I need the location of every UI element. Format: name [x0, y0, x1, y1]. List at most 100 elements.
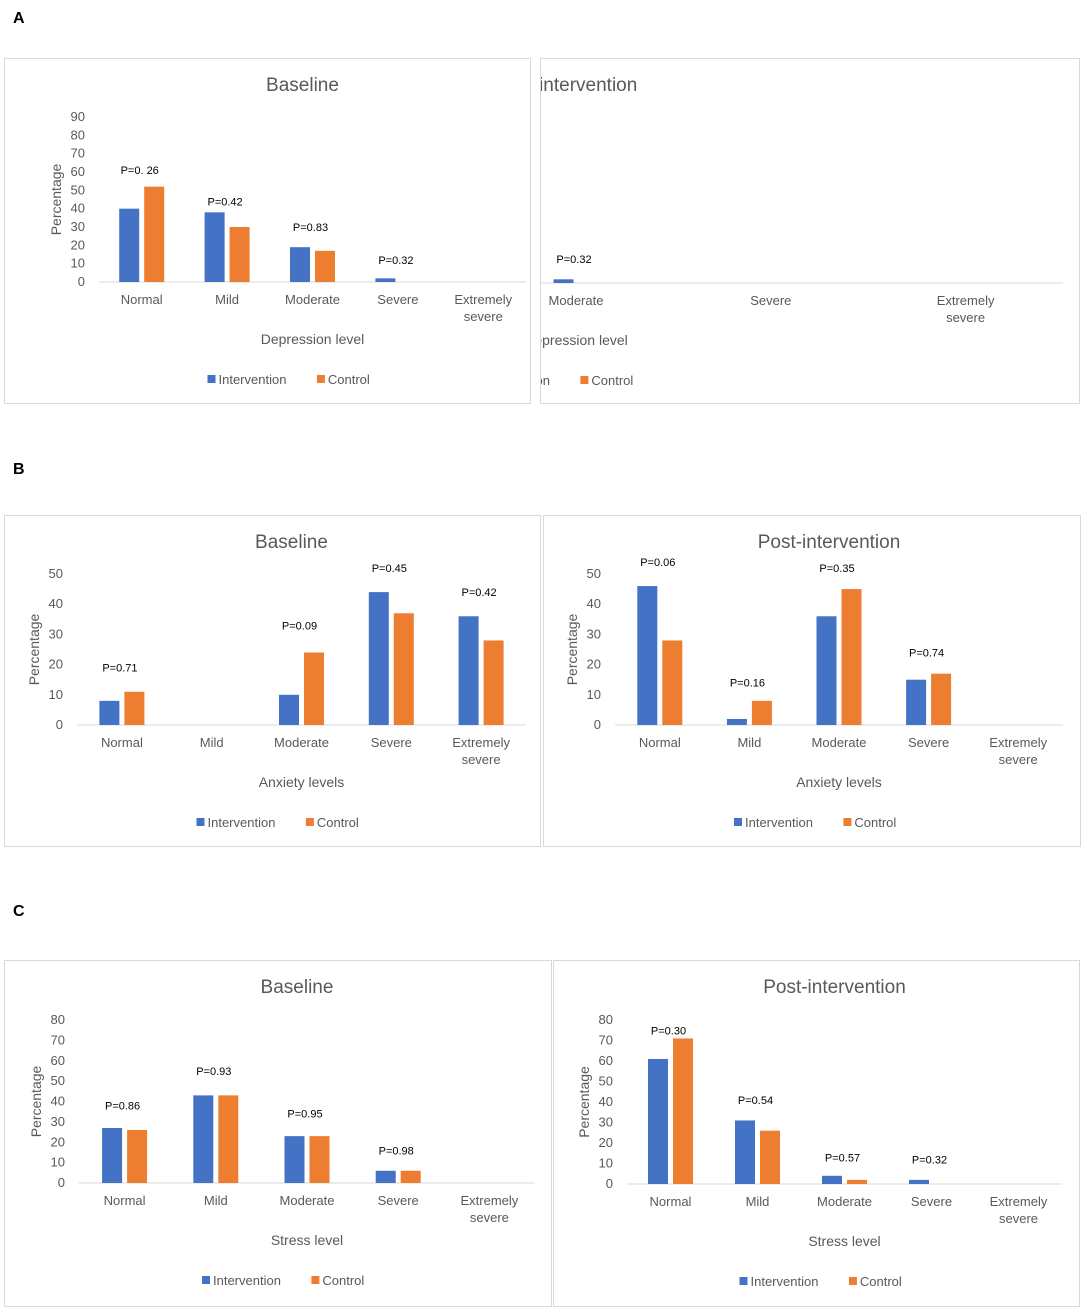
- y-tick-label: 20: [51, 1134, 65, 1149]
- x-tick-label: Moderate: [812, 735, 867, 750]
- y-tick-label: 50: [71, 182, 85, 197]
- chart-panel: Post-intervention0102030405060708090Perc…: [540, 58, 1080, 404]
- x-tick-label: Severe: [911, 1194, 952, 1209]
- legend-swatch-intervention: [734, 818, 742, 826]
- y-tick-label: 30: [71, 219, 85, 234]
- legend-label-intervention: Intervention: [541, 373, 550, 388]
- chart-panel: Baseline 0 10 20 30 40 50 60 70 80 Percentage Norma…: [4, 960, 552, 1307]
- y-tick-label: 20: [599, 1135, 613, 1150]
- y-tick-label: 0: [594, 717, 601, 732]
- p-value-label: P=0.86: [105, 1101, 140, 1113]
- bar-control: [144, 186, 165, 282]
- chart-title: Post-intervention: [763, 977, 906, 998]
- y-axis-title: Percentage: [48, 163, 64, 235]
- bar-control: [229, 227, 250, 282]
- bar-control: [309, 1136, 330, 1183]
- bar-control: [673, 1038, 693, 1184]
- legend: Intervention Control: [739, 1274, 902, 1289]
- chart-svg: Post-intervention 0 10 20 30 40 50 60 70 80 Percen…: [576, 977, 1062, 1289]
- bar-intervention: [290, 247, 310, 282]
- y-tick-label: 10: [49, 687, 63, 702]
- bar-control: [315, 250, 335, 282]
- y-tick-label: 50: [51, 1073, 65, 1088]
- legend-label-control: Control: [860, 1274, 902, 1289]
- y-tick-label: 70: [51, 1032, 65, 1047]
- bar-control: [304, 652, 324, 725]
- legend-swatch-control: [305, 818, 314, 826]
- y-tick-label: 60: [71, 164, 85, 179]
- x-axis-title: Anxiety levels: [259, 774, 345, 790]
- chart-panel: Baseline 0 10 20 30 40 50 60 70 80 90 Percentage Nor…: [4, 58, 531, 404]
- chart-svg: Baseline 0 10 20 30 40 50 Percentage Normal P=0.7…: [26, 532, 526, 830]
- y-tick-label: 0: [56, 717, 63, 732]
- legend-label-intervention: Intervention: [208, 815, 276, 830]
- bar-intervention: [284, 1136, 305, 1183]
- chart-title: Baseline: [255, 532, 328, 553]
- chart-panel: Baseline 0 10 20 30 40 50 Percentage Normal P=0.7…: [4, 515, 541, 847]
- y-tick-label: 40: [587, 596, 601, 611]
- x-tick-label: Extremely: [989, 735, 1047, 750]
- y-tick-label: 20: [71, 237, 85, 252]
- p-value-label: P=0.93: [196, 1066, 231, 1078]
- x-tick-label: Severe: [371, 735, 412, 750]
- x-tick-label: Mild: [737, 735, 761, 750]
- chart-title: Post-intervention: [541, 75, 637, 96]
- section-label-a: A: [13, 10, 25, 27]
- x-tick-label: Extremely: [990, 1194, 1048, 1209]
- bar-control: [218, 1095, 239, 1183]
- p-value-label: P=0.42: [208, 196, 243, 208]
- y-tick-label: 80: [51, 1012, 65, 1027]
- bar-intervention: [637, 586, 658, 725]
- p-value-label: P=0.35: [819, 563, 854, 575]
- y-tick-label: 10: [71, 256, 85, 271]
- y-tick-label: 40: [71, 201, 85, 216]
- chart-title: Baseline: [261, 977, 334, 998]
- legend-label-control: Control: [322, 1273, 364, 1288]
- bar-intervention: [119, 208, 140, 282]
- x-tick-label: Extremely: [461, 1193, 519, 1208]
- y-tick-label: 20: [587, 657, 601, 672]
- p-value-label: P=0.09: [282, 620, 317, 632]
- bar-control: [393, 613, 414, 725]
- p-value-label: P=0.16: [730, 678, 765, 690]
- legend-label-control: Control: [854, 815, 896, 830]
- x-tick-label: Mild: [200, 735, 224, 750]
- x-tick-label: Extremely: [452, 735, 510, 750]
- x-axis-title: Depression level: [541, 332, 628, 348]
- y-tick-label: 0: [606, 1176, 613, 1191]
- y-tick-label: 0: [78, 274, 85, 289]
- y-tick-label: 40: [49, 596, 63, 611]
- x-axis-title: Stress level: [271, 1232, 343, 1248]
- x-tick-label: severe: [999, 1211, 1038, 1226]
- y-tick-label: 30: [49, 626, 63, 641]
- x-tick-label: Moderate: [549, 293, 604, 308]
- bar-control: [847, 1179, 867, 1184]
- p-value-label: P=0. 26: [121, 165, 159, 177]
- bar-intervention: [102, 1127, 123, 1183]
- x-tick-label: Severe: [750, 293, 791, 308]
- y-axis-title: Percentage: [28, 1065, 44, 1137]
- chart-panel: Post-intervention 0 10 20 30 40 50 60 70 80 Percen…: [553, 960, 1080, 1307]
- bar-intervention: [193, 1095, 214, 1183]
- chart-svg: Baseline 0 10 20 30 40 50 60 70 80 Percentage Norma…: [28, 977, 535, 1288]
- bar-intervention: [735, 1120, 755, 1184]
- bar-intervention: [458, 616, 479, 725]
- p-value-label: P=0.32: [556, 254, 591, 266]
- x-tick-label: severe: [470, 1210, 509, 1225]
- x-tick-label: Moderate: [274, 735, 329, 750]
- bar-control: [751, 700, 772, 725]
- p-value-label: P=0.83: [293, 222, 328, 234]
- y-tick-label: 10: [587, 687, 601, 702]
- bar-intervention: [368, 592, 389, 725]
- x-tick-label: Mild: [746, 1194, 770, 1209]
- bar-intervention: [375, 278, 396, 282]
- bar-intervention: [909, 1179, 929, 1184]
- y-tick-label: 50: [49, 566, 63, 581]
- y-axis-title: Percentage: [26, 613, 42, 685]
- legend-swatch-control: [311, 1276, 320, 1284]
- y-tick-label: 0: [58, 1175, 65, 1190]
- y-tick-label: 30: [599, 1115, 613, 1130]
- x-tick-label: Severe: [908, 735, 949, 750]
- bar-intervention: [816, 616, 837, 725]
- bar-control: [127, 1130, 148, 1183]
